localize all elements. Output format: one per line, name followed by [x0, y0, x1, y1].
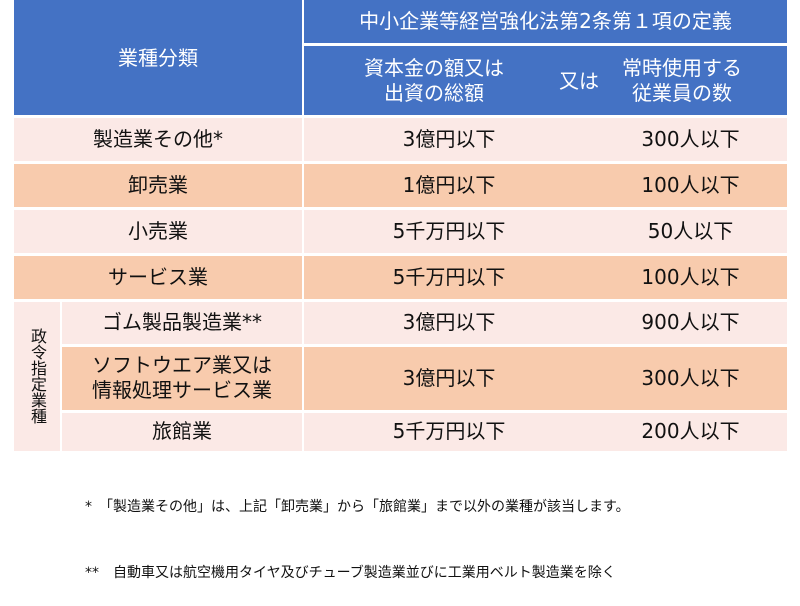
header-category: 業種分類 [14, 0, 302, 116]
row-capital: 5千万円以下 [304, 208, 594, 254]
row-employees-value: 900人以下 [641, 310, 740, 334]
row-employees: 900人以下 [594, 300, 787, 345]
row-employees: 300人以下 [594, 116, 787, 162]
row-employees: 50人以下 [594, 208, 787, 254]
header-definition-label: 中小企業等経営強化法第2条第１項の定義 [359, 9, 732, 33]
table-row [14, 162, 787, 208]
row-capital-value: 3億円以下 [402, 365, 496, 390]
row-employees: 300人以下 [594, 345, 787, 411]
group-label: 政令指定業種 [28, 327, 47, 424]
row-capital-value: 3億円以下 [402, 310, 496, 334]
row-capital-value: 5千万円以下 [392, 218, 506, 243]
row-employees: 100人以下 [594, 162, 787, 208]
header-capital-label: 資本金の額又は 出資の総額 [364, 56, 504, 105]
table-row [14, 208, 787, 254]
row-capital: 3億円以下 [304, 300, 594, 345]
footnotes: * 「製造業その他」は、上記「卸売業」から「旅館業」まで以外の業種が該当します。… [85, 452, 630, 606]
row-category-label: ソフトウエア業又は 情報処理サービス業 [92, 353, 272, 402]
group-divider [60, 300, 62, 451]
row-category-label: サービス業 [108, 264, 208, 289]
header-capital: 資本金の額又は 出資の総額 [304, 46, 544, 116]
header-employees: 常時使用する 従業員の数 [614, 46, 787, 116]
row-employees-value: 100人以下 [641, 172, 740, 197]
row-employees-value: 100人以下 [641, 264, 740, 289]
table-row [14, 116, 787, 162]
row-divider [62, 344, 787, 347]
sme-definition-table: 業種分類 中小企業等経営強化法第2条第１項の定義 資本金の額又は 出資の総額 又… [14, 0, 787, 451]
table-row [62, 411, 787, 451]
row-employees-value: 300人以下 [641, 126, 740, 151]
column-divider [302, 0, 304, 451]
header-divider [304, 43, 787, 46]
row-employees-value: 50人以下 [647, 218, 734, 243]
row-category-label: 旅館業 [152, 418, 212, 443]
row-employees: 100人以下 [594, 254, 787, 300]
row-capital-value: 5千万円以下 [392, 418, 506, 443]
row-divider [14, 161, 787, 164]
table-row [14, 254, 787, 300]
footnote-2: ** 自動車又は航空機用タイヤ及びチューブ製造業並びに工業用ベルト製造業を除く [85, 565, 616, 581]
row-employees: 200人以下 [594, 411, 787, 451]
row-category: 製造業その他* [14, 116, 302, 162]
row-divider [62, 410, 787, 413]
header-or: 又は [544, 46, 614, 116]
row-category: 小売業 [14, 208, 302, 254]
row-divider [14, 115, 787, 118]
row-divider [14, 299, 787, 302]
row-category-label: 小売業 [128, 218, 188, 243]
header-definition: 中小企業等経営強化法第2条第１項の定義 [304, 0, 787, 43]
footnote-1: * 「製造業その他」は、上記「卸売業」から「旅館業」まで以外の業種が該当します。 [85, 499, 630, 515]
header-category-label: 業種分類 [118, 45, 198, 70]
group-label-cell: 政令指定業種 [14, 300, 60, 451]
table-row [62, 300, 787, 345]
table-row [62, 345, 787, 411]
row-divider [14, 207, 787, 210]
row-category: ゴム製品製造業** [62, 300, 302, 345]
header-employees-label: 常時使用する 従業員の数 [622, 56, 742, 105]
row-category-label: ゴム製品製造業** [102, 310, 262, 334]
row-employees-value: 200人以下 [641, 418, 740, 443]
row-category: 旅館業 [62, 411, 302, 451]
row-category: ソフトウエア業又は 情報処理サービス業 [62, 345, 302, 411]
row-category-label: 卸売業 [128, 172, 188, 197]
row-divider [14, 253, 787, 256]
row-category-label: 製造業その他* [93, 126, 223, 151]
row-capital: 5千万円以下 [304, 411, 594, 451]
row-employees-value: 300人以下 [641, 365, 740, 390]
row-capital-value: 5千万円以下 [392, 264, 506, 289]
row-capital: 3億円以下 [304, 116, 594, 162]
header-or-label: 又は [559, 68, 599, 93]
row-capital-value: 1億円以下 [402, 172, 496, 197]
row-category: 卸売業 [14, 162, 302, 208]
row-capital: 3億円以下 [304, 345, 594, 411]
row-capital: 1億円以下 [304, 162, 594, 208]
row-category: サービス業 [14, 254, 302, 300]
row-capital-value: 3億円以下 [402, 126, 496, 151]
row-capital: 5千万円以下 [304, 254, 594, 300]
